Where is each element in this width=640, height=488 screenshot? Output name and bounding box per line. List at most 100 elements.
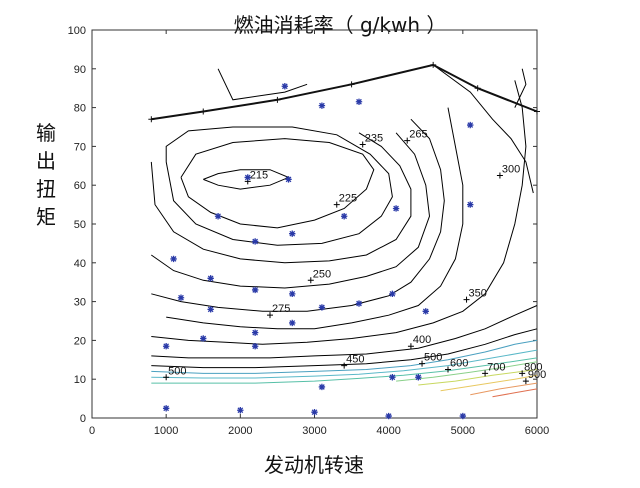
contour-line xyxy=(151,80,527,345)
measured-point xyxy=(389,374,396,381)
measured-points xyxy=(162,83,474,420)
measured-point xyxy=(318,383,326,391)
y-tick-label: 30 xyxy=(74,297,86,309)
contour-lines xyxy=(148,61,540,398)
contour-label: 600 xyxy=(450,358,468,370)
max-torque-marker xyxy=(274,96,281,103)
contour-label: 500 xyxy=(168,365,186,377)
x-tick-label: 1000 xyxy=(154,425,178,437)
measured-point xyxy=(311,408,318,416)
contour-label: 250 xyxy=(313,268,331,280)
contour-line xyxy=(396,361,538,382)
contour-line xyxy=(151,339,538,374)
contour-line xyxy=(514,68,527,108)
max-torque-marker xyxy=(148,116,155,123)
contour-label-marker xyxy=(482,370,489,377)
measured-point xyxy=(459,412,467,420)
contour-line xyxy=(151,305,538,359)
contour-label: 800 xyxy=(524,361,542,373)
contour-line xyxy=(440,374,538,392)
max-torque-curve xyxy=(151,63,538,121)
measured-point xyxy=(355,300,363,307)
contour-label: 265 xyxy=(409,129,427,141)
contour-line xyxy=(151,132,431,289)
measured-point xyxy=(281,83,289,90)
y-axis-label-char: 输 xyxy=(36,121,56,145)
max-torque-marker xyxy=(474,85,481,92)
measured-point xyxy=(214,213,222,220)
contour-label: 500 xyxy=(424,352,442,364)
measured-point xyxy=(467,201,474,208)
contour-labels: 215 225 235 250 265 275 300 350 400 450 500 500 600 7… xyxy=(163,129,546,385)
x-tick-label: 2000 xyxy=(228,425,252,437)
contour-label-marker xyxy=(341,362,348,369)
y-tick-label: 40 xyxy=(74,258,86,270)
contour-label: 225 xyxy=(339,193,357,205)
y-axis-label-char: 扭 xyxy=(36,177,56,201)
measured-point xyxy=(237,407,244,414)
contour-label: 275 xyxy=(272,303,290,315)
y-tick-label: 60 xyxy=(74,180,86,192)
x-tick-label: 5000 xyxy=(451,425,475,437)
contour-label: 300 xyxy=(502,164,520,176)
contour-label: 700 xyxy=(487,361,505,373)
x-tick-label: 4000 xyxy=(376,425,400,437)
axis-ticks: 0 1000 2000 3000 4000 5000 6000 0 10 20 30 40 50 60 70… xyxy=(68,25,550,437)
contour-line xyxy=(180,138,375,229)
measured-point xyxy=(415,374,422,381)
measured-point xyxy=(251,238,259,245)
contour-label-marker xyxy=(333,201,340,208)
contour-label: 450 xyxy=(346,354,364,366)
measured-point xyxy=(389,290,396,298)
measured-point xyxy=(207,275,214,282)
measured-point xyxy=(177,294,185,301)
contour-label-marker xyxy=(404,137,411,144)
measured-point xyxy=(392,205,400,212)
contour-label-marker xyxy=(445,366,451,373)
x-tick-label: 3000 xyxy=(302,425,326,437)
measured-point xyxy=(251,343,259,350)
contour-line xyxy=(166,107,464,330)
contour-line xyxy=(432,64,534,194)
y-tick-label: 80 xyxy=(74,103,86,115)
contour-label-marker xyxy=(496,172,503,179)
measured-point xyxy=(289,319,296,327)
chart-title: 燃油消耗率（ g/kwh ） xyxy=(234,13,447,37)
contour-line xyxy=(151,328,538,369)
measured-point xyxy=(467,121,474,129)
contour-label-marker xyxy=(522,378,529,385)
measured-point xyxy=(289,230,296,237)
contour-line xyxy=(151,118,445,312)
y-tick-label: 20 xyxy=(74,335,86,347)
y-tick-label: 0 xyxy=(80,413,86,425)
contour-label: 215 xyxy=(250,169,268,181)
measured-point xyxy=(162,405,170,412)
measured-point xyxy=(385,412,392,420)
x-tick-label: 0 xyxy=(89,425,95,437)
contour-line xyxy=(165,126,393,246)
contour-line xyxy=(151,349,538,379)
contour-label: 235 xyxy=(365,132,383,144)
y-tick-label: 100 xyxy=(68,25,86,37)
contour-label: 350 xyxy=(469,288,487,300)
plot-frame xyxy=(91,29,538,419)
measured-point xyxy=(207,306,214,313)
measured-point xyxy=(318,102,326,109)
contour-label-marker xyxy=(407,343,414,350)
measured-point xyxy=(285,176,292,183)
contour-label-marker xyxy=(463,296,470,303)
measured-point xyxy=(289,290,296,298)
max-torque-marker xyxy=(430,61,437,68)
contour-line xyxy=(492,388,538,398)
measured-point xyxy=(251,286,259,294)
measured-point xyxy=(170,255,177,263)
measured-point xyxy=(318,304,326,311)
contour-label-marker xyxy=(359,141,366,148)
max-torque-marker xyxy=(200,108,207,115)
y-axis-label-char: 矩 xyxy=(36,205,56,229)
x-axis-label: 发动机转速 xyxy=(264,453,364,477)
measured-point xyxy=(340,213,348,220)
x-tick-label: 6000 xyxy=(525,425,549,437)
